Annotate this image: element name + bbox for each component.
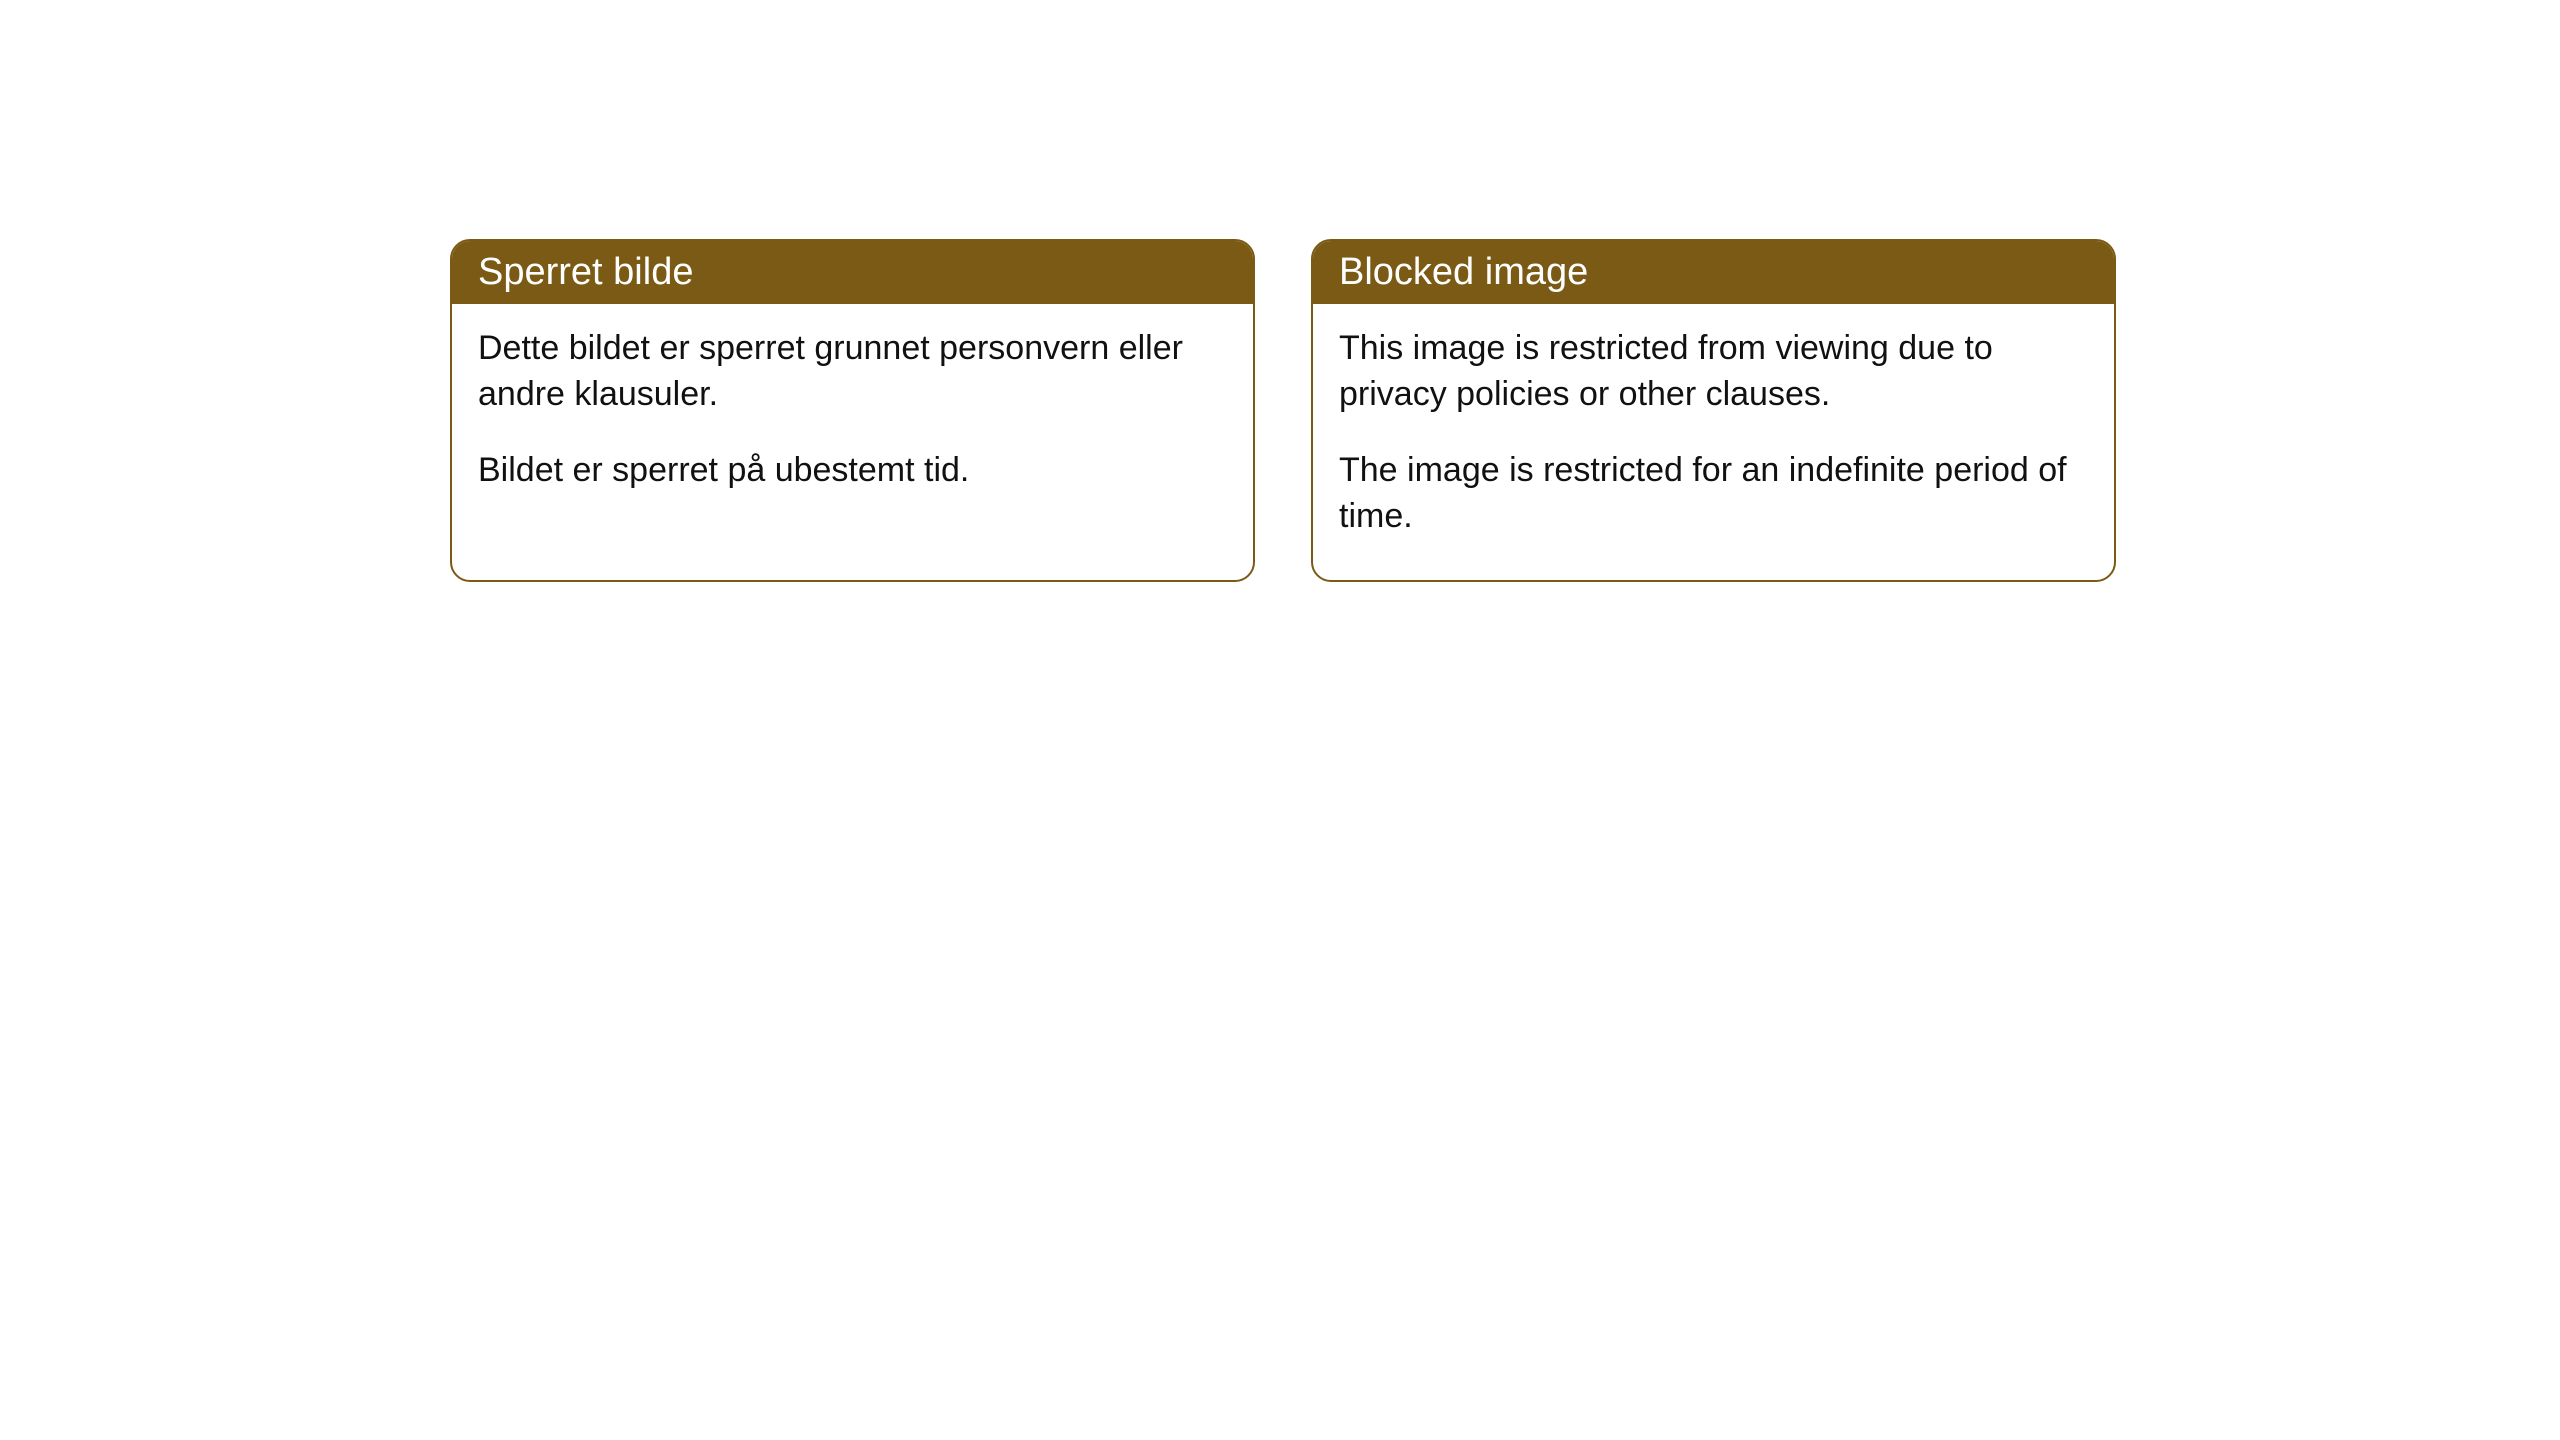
card-paragraph: The image is restricted for an indefinit… — [1339, 448, 2088, 540]
card-title: Blocked image — [1339, 251, 1588, 293]
card-header-norwegian: Sperret bilde — [452, 241, 1253, 304]
notice-cards-container: Sperret bilde Dette bildet er sperret gr… — [450, 239, 2116, 582]
card-body-norwegian: Dette bildet er sperret grunnet personve… — [452, 304, 1253, 534]
card-header-english: Blocked image — [1313, 241, 2114, 304]
card-body-english: This image is restricted from viewing du… — [1313, 304, 2114, 580]
card-paragraph: This image is restricted from viewing du… — [1339, 326, 2088, 418]
card-paragraph: Dette bildet er sperret grunnet personve… — [478, 326, 1227, 418]
notice-card-norwegian: Sperret bilde Dette bildet er sperret gr… — [450, 239, 1255, 582]
card-title: Sperret bilde — [478, 251, 693, 293]
card-paragraph: Bildet er sperret på ubestemt tid. — [478, 448, 1227, 494]
notice-card-english: Blocked image This image is restricted f… — [1311, 239, 2116, 582]
